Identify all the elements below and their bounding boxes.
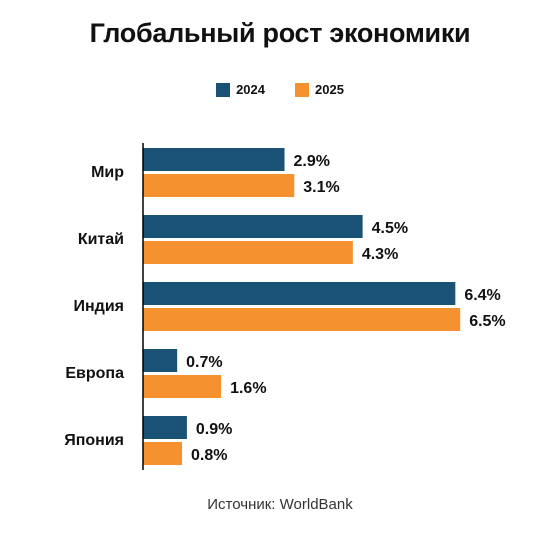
data-label-2024: 0.9%	[196, 421, 232, 438]
data-label-2025: 6.5%	[469, 313, 505, 330]
data-label-2025: 0.8%	[191, 447, 227, 464]
category-label: Япония	[64, 432, 124, 449]
data-label-2024: 2.9%	[294, 153, 330, 170]
bar-2025	[143, 174, 295, 197]
legend-label-2024: 2024	[236, 82, 265, 97]
bar-2024	[143, 148, 285, 171]
data-label-2024: 0.7%	[186, 354, 222, 371]
legend: 2024 2025	[0, 82, 560, 97]
bar-2024	[143, 416, 187, 439]
bar-2025	[143, 308, 461, 331]
source-note: Источник: WorldBank	[207, 496, 353, 513]
bar-2025	[143, 241, 353, 264]
category-label: Европа	[65, 365, 124, 382]
bar-2025	[143, 375, 222, 398]
data-label-2024: 6.4%	[464, 287, 500, 304]
legend-swatch-2025	[295, 82, 309, 97]
bar-2024	[143, 215, 363, 238]
data-label-2024: 4.5%	[372, 220, 408, 237]
data-label-2025: 4.3%	[362, 246, 398, 263]
bar-2024	[143, 349, 178, 372]
category-label: Мир	[91, 164, 124, 181]
bar-2025	[143, 442, 183, 465]
bar-2024	[143, 282, 456, 305]
legend-item-2024: 2024	[216, 82, 265, 97]
category-label: Китай	[78, 231, 124, 248]
category-label: Индия	[74, 298, 125, 315]
legend-label-2025: 2025	[315, 82, 344, 97]
data-label-2025: 3.1%	[303, 179, 339, 196]
chart-title: Глобальный рост экономики	[89, 18, 471, 48]
data-label-2025: 1.6%	[230, 380, 266, 397]
legend-item-2025: 2025	[295, 82, 344, 97]
legend-swatch-2024	[216, 82, 231, 97]
